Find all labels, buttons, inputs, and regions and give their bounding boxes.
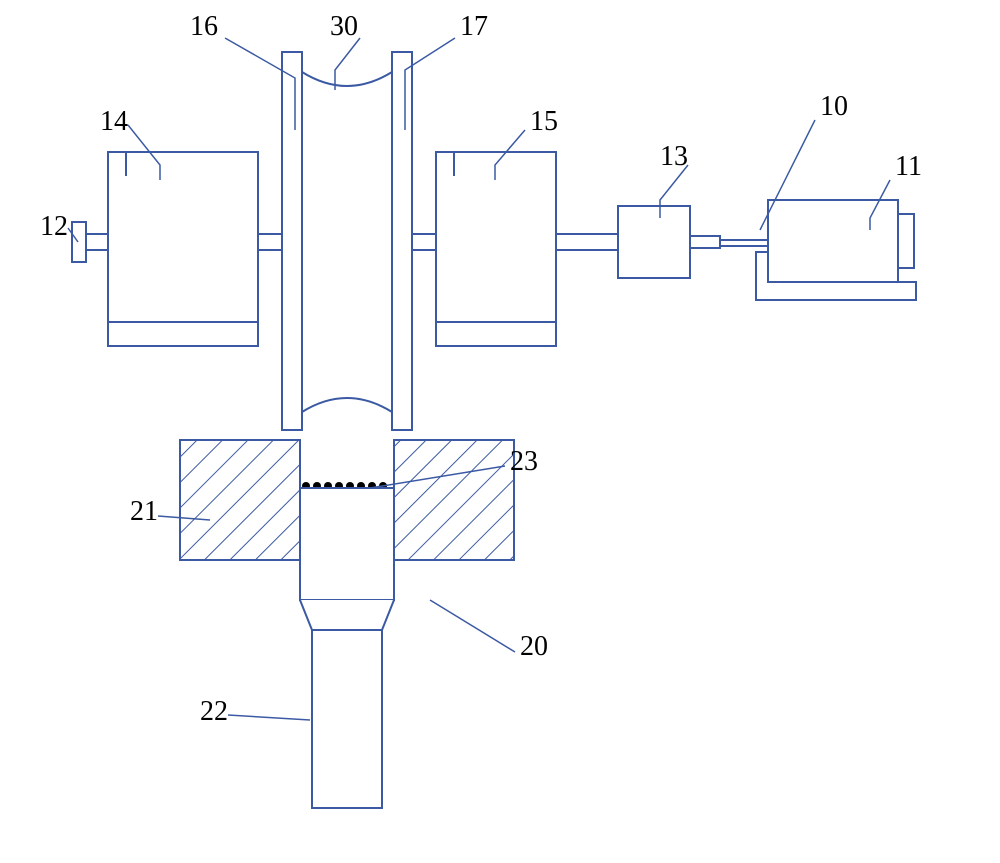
flange-17 [392,52,412,430]
hatched-left [180,440,300,560]
lbl-30: 30 [330,11,358,42]
bearing-14 [108,152,258,322]
lbl-22: 22 [200,696,228,727]
bearing-15 [436,152,556,322]
shaft-segment [258,234,282,250]
leader-lines [68,38,890,720]
ram-body-22 [312,630,382,808]
end-piece-12 [72,222,86,262]
ldr-22 [228,715,310,720]
lbl-23: 23 [510,446,538,477]
flange-16 [282,52,302,430]
engineering-diagram: 16 30 17 14 15 13 10 11 12 21 23 20 22 [0,0,1000,863]
ldr-20 [430,600,515,652]
lbl-11: 11 [895,151,922,182]
shaft-segment [412,234,436,250]
diagram-geometry [72,52,916,808]
lbl-10: 10 [820,91,848,122]
callout-labels: 16 30 17 14 15 13 10 11 12 21 23 20 22 [40,11,922,727]
lbl-12: 12 [40,211,68,242]
shaft-segment [556,234,618,250]
lbl-20: 20 [520,631,548,662]
lbl-13: 13 [660,141,688,172]
lbl-16: 16 [190,11,218,42]
motor-11 [768,200,898,282]
lbl-15: 15 [530,106,558,137]
lbl-14: 14 [100,106,128,137]
shaft-segment [86,234,108,250]
hatched-right [394,440,514,560]
coupling-13 [618,206,690,278]
lbl-17: 17 [460,11,488,42]
ram-head-20 [300,488,394,600]
lbl-21: 21 [130,496,158,527]
